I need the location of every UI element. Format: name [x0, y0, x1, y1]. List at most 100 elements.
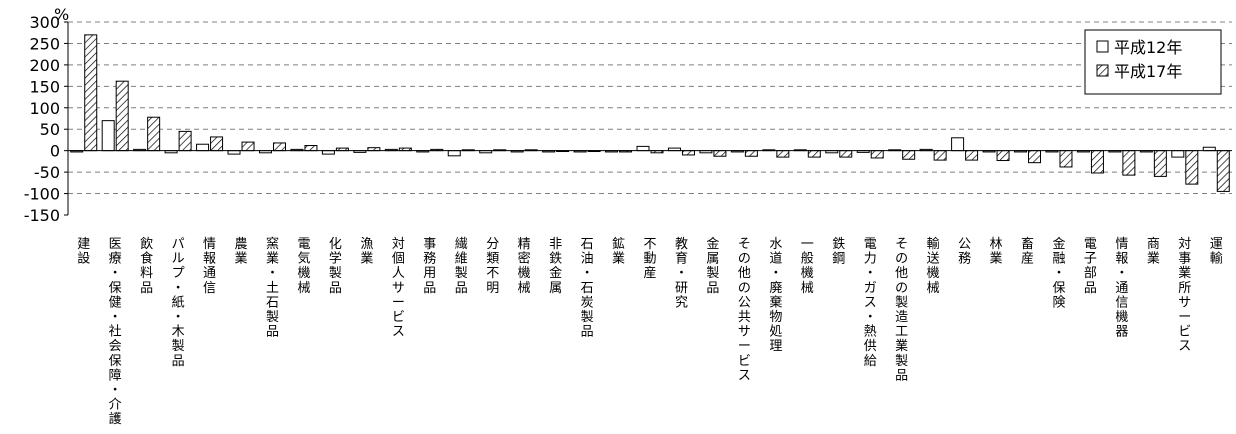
category-label-char: 不 — [643, 237, 656, 252]
category-label-char: ・ — [864, 266, 877, 281]
category-label-char: 分 — [486, 237, 499, 252]
category-label-char: 畜 — [1021, 236, 1034, 252]
category-label-char: ・ — [864, 310, 877, 325]
category-label-char: 械 — [801, 281, 814, 296]
category-label-char: 会 — [109, 339, 122, 354]
category-label-char: 社 — [109, 324, 122, 340]
legend-swatch — [1096, 40, 1109, 53]
category-label-char: 窯 — [266, 237, 279, 252]
y-tick-label: 150 — [29, 77, 60, 96]
category-label: 建設 — [77, 237, 90, 267]
category-label: 畜産 — [1021, 236, 1034, 267]
category-label-char: 木 — [172, 325, 185, 340]
category-label-char: 人 — [392, 266, 405, 281]
category-label-char: 製 — [455, 266, 468, 281]
category-label-char: 対 — [1178, 237, 1191, 252]
category-label-char: 機 — [1115, 310, 1128, 325]
category-label: 電力・ガス・熱供給 — [864, 237, 877, 369]
category-label-char: 情 — [203, 237, 216, 252]
category-label: 教育・研究 — [675, 236, 688, 310]
category-label-char: 業 — [360, 251, 373, 267]
category-label-char: 製 — [172, 339, 185, 354]
category-label-char: ス — [1178, 339, 1191, 354]
category-label-char: の — [738, 281, 751, 296]
category-label-char: 精 — [518, 237, 531, 252]
category-label-char: 通 — [203, 266, 216, 281]
category-labels: 建設医療・保健・社会保障・介護飲食料品パルプ・紙・木製品情報通信農業窯業・土石製… — [77, 236, 1223, 427]
y-tick-label: 50 — [40, 120, 60, 139]
category-label-char: 器 — [1115, 325, 1128, 340]
category-label-char: 電 — [864, 237, 877, 252]
category-label-char: ル — [172, 252, 185, 267]
category-label-char: 学 — [329, 251, 342, 267]
category-label-char: 部 — [1084, 266, 1097, 281]
bar-h12 — [321, 150, 335, 155]
category-label-char: 金 — [706, 236, 719, 252]
bar-h17 — [744, 150, 758, 157]
y-tick-label: 250 — [29, 34, 60, 53]
category-label-char: 保 — [109, 281, 122, 296]
bar-h17 — [1059, 150, 1073, 168]
category-label-char: ビ — [738, 354, 751, 369]
category-label-char: 製 — [329, 266, 342, 281]
category-label-char: 力 — [864, 252, 877, 267]
category-label-char: 製 — [581, 310, 594, 325]
category-label-char: 品 — [140, 281, 153, 296]
category-label-char: ビ — [1178, 325, 1191, 340]
category-label-char: ・ — [109, 266, 122, 281]
category-label: 不動産 — [643, 237, 656, 281]
category-label-char: 医 — [109, 237, 122, 252]
category-label-char: 石 — [266, 295, 279, 310]
category-label-char: ビ — [392, 310, 405, 325]
category-label-char: ー — [738, 339, 751, 354]
bar-h12 — [196, 143, 210, 152]
category-label-char: ス — [864, 295, 877, 310]
category-label-char: 維 — [455, 252, 468, 267]
category-label-char: 業 — [990, 251, 1003, 267]
category-label-char: 設 — [77, 251, 90, 267]
category-label-char: そ — [895, 237, 908, 252]
bar-h12 — [227, 150, 241, 155]
category-label-char: 業 — [612, 251, 625, 267]
category-label: 漁業 — [360, 237, 373, 267]
bar-h12 — [447, 150, 461, 157]
category-label-char: 教 — [675, 236, 688, 252]
category-label-char: 事 — [423, 237, 436, 252]
category-label-char: ・ — [172, 310, 185, 325]
bar-h12 — [1171, 150, 1185, 158]
category-label-char: 輸 — [1210, 252, 1223, 267]
category-label-char: 報 — [203, 252, 216, 267]
category-label-char: 務 — [958, 252, 971, 267]
category-label-char: 械 — [518, 281, 531, 296]
bar-h17 — [1090, 150, 1104, 174]
category-label-char: 送 — [927, 252, 940, 267]
category-label: 鉱業 — [612, 236, 625, 267]
category-label: 運輸 — [1210, 237, 1223, 267]
category-label-char: 子 — [1084, 252, 1097, 267]
category-label-char: 供 — [864, 339, 877, 354]
category-label-char: 研 — [675, 281, 688, 296]
category-label-char: 介 — [109, 398, 122, 413]
category-label: 農業 — [235, 237, 248, 267]
bar-h17 — [681, 150, 695, 156]
y-tick-label: 0 — [50, 142, 60, 161]
category-label-char: 機 — [927, 266, 940, 281]
category-label-char: 業 — [1178, 265, 1191, 281]
category-label-char: 鉄 — [832, 237, 845, 252]
y-axis-ticks: 300 250 200 150 100 50 0 -50 -100 -150 — [24, 13, 68, 225]
category-label-char: 護 — [109, 411, 122, 427]
category-label-char: 類 — [486, 252, 499, 267]
category-label-char: パ — [172, 237, 185, 252]
category-label: パルプ・紙・木製品 — [172, 237, 185, 369]
bar-h17 — [713, 150, 727, 157]
category-label-char: 融 — [1052, 252, 1065, 267]
bar-h17 — [304, 145, 318, 152]
category-label-char: ・ — [769, 266, 782, 281]
category-label-char: 製 — [266, 310, 279, 325]
bar-h17 — [996, 150, 1010, 162]
